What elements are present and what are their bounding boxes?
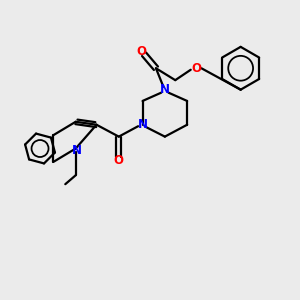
Text: N: N (138, 118, 148, 131)
Text: O: O (191, 62, 201, 75)
Text: N: N (72, 143, 82, 157)
Text: N: N (160, 82, 170, 96)
Text: O: O (136, 45, 146, 58)
Text: O: O (114, 154, 124, 167)
